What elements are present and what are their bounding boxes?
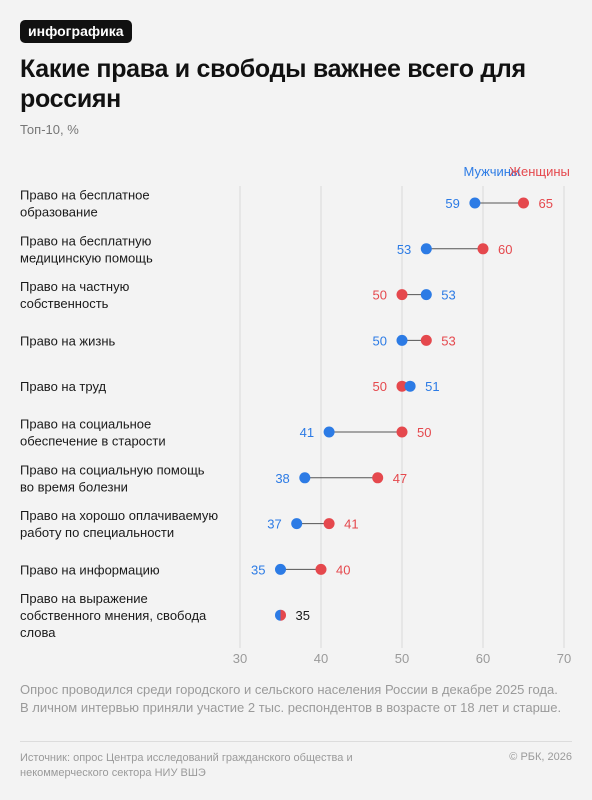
women-point	[372, 472, 384, 484]
legend-women: Женщины	[509, 164, 570, 179]
men-point	[420, 289, 432, 301]
women-value-label: 50	[373, 288, 387, 303]
value-label: 35	[296, 608, 310, 623]
men-point	[404, 380, 416, 392]
men-value-label: 35	[251, 562, 265, 577]
women-point	[420, 334, 432, 346]
source-note: Источник: опрос Центра исследований граж…	[20, 752, 353, 779]
category-label: Право на социальную помощь во время болез…	[20, 462, 205, 494]
x-tick-label: 60	[476, 651, 490, 666]
women-value-label: 47	[393, 471, 407, 486]
women-value-label: 50	[373, 379, 387, 394]
men-point	[420, 243, 432, 255]
men-point	[275, 609, 281, 621]
women-point	[315, 563, 327, 575]
women-point	[323, 518, 335, 530]
men-point	[323, 426, 335, 438]
men-point	[275, 563, 286, 575]
men-point	[291, 518, 303, 530]
women-point	[280, 609, 286, 621]
men-value-label: 59	[445, 196, 459, 211]
men-point	[299, 472, 311, 484]
men-value-label: 53	[441, 288, 455, 303]
category-label: Право на выражение собственного мнения, с…	[20, 591, 207, 640]
category-label: Право на социальное обеспечение в старост…	[20, 417, 166, 449]
category-label: Право на труд	[20, 379, 107, 394]
x-tick-label: 40	[314, 651, 328, 666]
legend-men: Мужчины	[464, 164, 521, 179]
men-value-label: 53	[397, 242, 411, 257]
x-tick-label: 50	[395, 651, 409, 666]
x-tick-label: 70	[557, 651, 571, 666]
women-value-label: 40	[336, 562, 350, 577]
women-point	[477, 243, 489, 255]
footer-divider	[20, 741, 572, 742]
women-value-label: 41	[344, 517, 358, 532]
category-label: Право на хорошо оплачиваемую работу по сп…	[20, 508, 218, 540]
men-value-label: 51	[425, 379, 439, 394]
category-label: Право на бесплатное образование	[20, 188, 150, 220]
category-label: Право на частную собственность	[20, 279, 130, 311]
category-label: Право на информацию	[20, 562, 160, 577]
category-label: Право на жизнь	[20, 333, 116, 348]
men-value-label: 41	[300, 425, 314, 440]
women-value-label: 60	[498, 242, 512, 257]
category-label: Право на бесплатную медицинскую помощь	[20, 233, 153, 265]
men-point	[396, 334, 408, 346]
women-point	[396, 380, 408, 392]
survey-footnote: Опрос проводился среди городского и сель…	[20, 682, 562, 715]
women-point	[518, 197, 529, 209]
chart-subtitle: Топ-10, %	[20, 122, 79, 137]
men-value-label: 37	[267, 517, 281, 532]
copyright: © РБК, 2026	[509, 751, 572, 763]
chart-title: Какие права и свободы важнее всего для р…	[20, 55, 526, 113]
women-value-label: 65	[539, 196, 553, 211]
infographic-badge: инфографика	[20, 20, 132, 43]
women-value-label: 53	[441, 333, 455, 348]
men-value-label: 50	[373, 333, 387, 348]
women-value-label: 50	[417, 425, 431, 440]
women-point	[396, 289, 408, 301]
men-point	[469, 197, 481, 209]
x-tick-label: 30	[233, 651, 247, 666]
men-value-label: 38	[275, 471, 289, 486]
women-point	[396, 426, 408, 438]
